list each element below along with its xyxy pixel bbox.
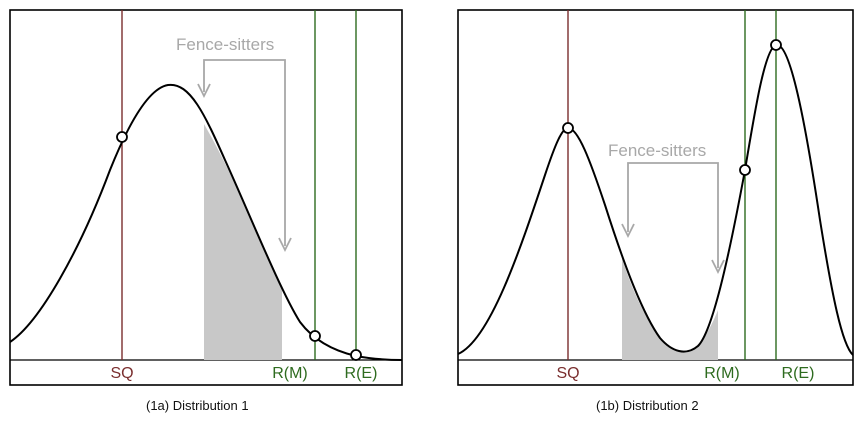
panel-1a: Fence-sitters SQ R(M) R(E) (9, 9, 403, 386)
panel-1b-fence-region (622, 258, 718, 360)
panel-1a-re-label: R(E) (345, 365, 378, 382)
panel-1a-re-marker (350, 349, 362, 361)
panel-1a-fence-arrows (197, 59, 292, 253)
panel-1a-sq-marker (116, 131, 128, 143)
panel-1a-curve (9, 83, 403, 361)
panel-1a-fence-region (204, 124, 282, 360)
panel-1b-curve (457, 44, 854, 356)
panel-1a-frame (9, 9, 403, 386)
panel-1b-re-marker (770, 39, 782, 51)
panel-1b-annotation: Fence-sitters (608, 141, 706, 160)
panel-1a-caption: (1a) Distribution 1 (146, 398, 249, 413)
panel-1b: Fence-sitters SQ R(M) R(E) (457, 9, 854, 386)
panel-1a-sq-label: SQ (110, 365, 133, 382)
panel-1b-re-label: R(E) (782, 365, 815, 382)
panel-1a-rm-marker (309, 330, 321, 342)
panel-1b-caption: (1b) Distribution 2 (596, 398, 699, 413)
panel-1b-fence-arrows (621, 162, 725, 275)
panel-1a-rm-label: R(M) (272, 365, 308, 382)
panel-1b-sq-label: SQ (556, 365, 579, 382)
panel-1b-rm-marker (739, 164, 751, 176)
panel-1b-sq-marker (562, 122, 574, 134)
panel-1a-annotation: Fence-sitters (176, 35, 274, 54)
panel-1b-frame (457, 9, 854, 386)
panel-1b-rm-label: R(M) (704, 365, 740, 382)
